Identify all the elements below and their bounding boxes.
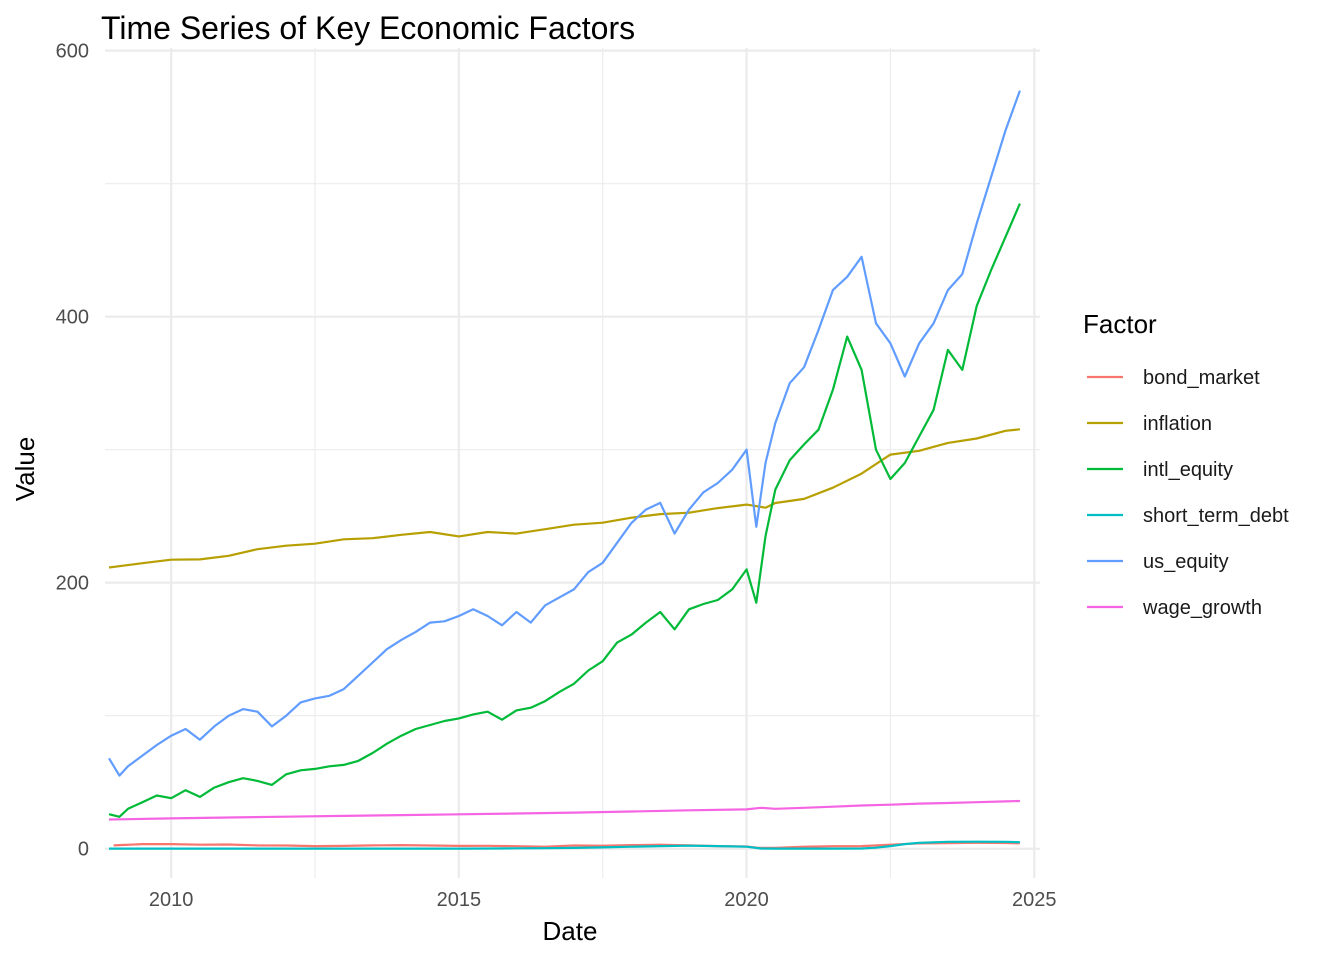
legend-label-intl-equity: intl_equity xyxy=(1143,459,1233,481)
legend-label-us-equity: us_equity xyxy=(1143,551,1229,573)
series-line-bond-market xyxy=(113,841,1020,849)
legend-label-bond-market: bond_market xyxy=(1143,367,1260,389)
x-tick-label: 2015 xyxy=(437,889,482,911)
plot-series xyxy=(108,90,1021,850)
y-axis-ticks: 0 200 400 600 xyxy=(56,41,89,861)
x-tick-label: 2025 xyxy=(1012,889,1057,911)
chart-title: Time Series of Key Economic Factors xyxy=(101,10,635,46)
series-line-us-equity xyxy=(108,90,1021,777)
series-line-intl-equity xyxy=(108,203,1021,818)
x-axis-title: Date xyxy=(543,916,598,946)
legend-label-wage-growth: wage_growth xyxy=(1142,597,1262,619)
y-tick-label: 200 xyxy=(56,573,89,595)
series-line-short-term-debt xyxy=(109,840,1020,850)
plot-grid xyxy=(105,48,1040,878)
x-tick-label: 2020 xyxy=(724,889,769,911)
y-tick-label: 400 xyxy=(56,307,89,329)
y-tick-label: 600 xyxy=(56,41,89,63)
y-axis-title: Value xyxy=(10,437,40,502)
x-tick-label: 2010 xyxy=(149,889,194,911)
legend-label-inflation: inflation xyxy=(1143,413,1212,435)
legend-title: Factor xyxy=(1083,309,1157,339)
x-axis-ticks: 2010 2015 2020 2025 xyxy=(149,889,1057,911)
legend: Factor bond_market inflation intl_equitysh… xyxy=(1083,309,1289,619)
y-tick-label: 0 xyxy=(78,839,89,861)
legend-label-short-term-debt: short_term_debt xyxy=(1143,505,1289,527)
series-line-wage-growth xyxy=(108,799,1020,821)
series-line-inflation xyxy=(108,428,1021,569)
